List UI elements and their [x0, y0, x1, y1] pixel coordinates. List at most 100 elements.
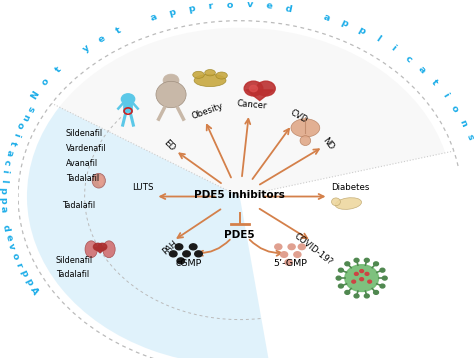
Circle shape: [360, 278, 364, 281]
Text: v: v: [246, 0, 253, 10]
Text: t: t: [53, 65, 63, 75]
Ellipse shape: [193, 71, 204, 78]
Ellipse shape: [331, 198, 340, 206]
Circle shape: [354, 258, 359, 262]
Text: p: p: [168, 7, 177, 18]
Text: s: s: [465, 133, 474, 141]
Circle shape: [93, 243, 102, 250]
Circle shape: [175, 244, 183, 250]
Text: d: d: [1, 224, 11, 232]
Text: a: a: [0, 206, 8, 213]
Circle shape: [298, 244, 305, 250]
Circle shape: [355, 272, 358, 275]
FancyBboxPatch shape: [123, 99, 133, 113]
Circle shape: [170, 251, 177, 257]
Text: o: o: [9, 251, 20, 260]
Text: PAH: PAH: [160, 239, 179, 256]
Text: i: i: [389, 44, 398, 53]
Ellipse shape: [291, 119, 320, 137]
Circle shape: [285, 260, 292, 265]
Ellipse shape: [85, 241, 98, 258]
Polygon shape: [246, 90, 273, 101]
Text: y: y: [81, 43, 91, 54]
Circle shape: [338, 284, 343, 288]
Circle shape: [338, 268, 343, 272]
Circle shape: [360, 270, 364, 272]
Circle shape: [354, 294, 359, 298]
Text: Sildenafil: Sildenafil: [66, 129, 103, 138]
Circle shape: [380, 284, 385, 288]
Text: n: n: [457, 118, 468, 127]
Text: p: p: [18, 269, 29, 279]
Text: Tadalafil: Tadalafil: [63, 201, 96, 210]
Text: v: v: [6, 243, 17, 251]
Circle shape: [368, 280, 372, 283]
Circle shape: [345, 265, 379, 292]
Circle shape: [281, 252, 288, 257]
Ellipse shape: [156, 81, 186, 108]
Text: r: r: [14, 261, 24, 269]
Text: e: e: [265, 1, 273, 11]
Circle shape: [98, 243, 107, 250]
Circle shape: [256, 81, 275, 96]
Ellipse shape: [103, 241, 115, 258]
Text: Cancer: Cancer: [236, 99, 267, 110]
Text: a: a: [4, 148, 14, 157]
Circle shape: [336, 276, 341, 280]
Wedge shape: [59, 28, 445, 196]
Text: e: e: [3, 233, 13, 242]
Text: Tadalafil: Tadalafil: [56, 270, 89, 279]
Text: ND: ND: [321, 136, 336, 152]
Circle shape: [374, 262, 378, 266]
Text: 5’-GMP: 5’-GMP: [274, 259, 308, 268]
Text: n: n: [19, 112, 30, 122]
Text: l: l: [374, 34, 382, 44]
Text: Diabetes: Diabetes: [331, 183, 369, 192]
Text: p: p: [187, 4, 195, 14]
Text: o: o: [40, 77, 52, 87]
Circle shape: [383, 276, 387, 280]
Text: cGMP: cGMP: [175, 259, 202, 268]
Text: CVD: CVD: [288, 108, 309, 125]
Text: i: i: [0, 169, 9, 173]
Text: e: e: [97, 33, 107, 45]
Circle shape: [294, 252, 301, 257]
Text: Vardenafil: Vardenafil: [66, 144, 107, 153]
Text: d: d: [284, 4, 293, 14]
Text: Sildenafil: Sildenafil: [56, 256, 93, 265]
Text: A: A: [28, 285, 40, 296]
Circle shape: [365, 258, 369, 262]
Text: t: t: [7, 140, 17, 147]
Text: N: N: [29, 89, 41, 101]
Text: c: c: [2, 158, 11, 165]
Circle shape: [183, 251, 191, 257]
Ellipse shape: [92, 173, 105, 188]
Text: p: p: [339, 18, 349, 29]
Text: i: i: [11, 131, 21, 137]
Text: o: o: [227, 0, 234, 10]
Text: PDE5 inhibitors: PDE5 inhibitors: [194, 190, 285, 200]
Text: i: i: [440, 92, 449, 99]
Text: COVID-19?: COVID-19?: [292, 232, 334, 267]
Text: p: p: [23, 277, 34, 287]
Polygon shape: [94, 248, 106, 253]
Circle shape: [244, 81, 263, 96]
Circle shape: [163, 74, 179, 87]
Text: r: r: [208, 1, 213, 11]
Text: a: a: [149, 12, 158, 23]
Text: t: t: [429, 78, 439, 87]
Circle shape: [121, 94, 135, 104]
Text: p: p: [356, 25, 366, 37]
Text: o: o: [449, 104, 460, 113]
Text: a: a: [416, 65, 427, 76]
Circle shape: [365, 294, 369, 298]
Text: Tadalafil: Tadalafil: [66, 174, 99, 183]
Ellipse shape: [216, 72, 228, 79]
Text: o: o: [15, 121, 26, 130]
Text: PDE5: PDE5: [225, 230, 255, 240]
Text: a: a: [321, 12, 331, 23]
Circle shape: [288, 244, 295, 250]
Text: t: t: [114, 26, 123, 36]
Wedge shape: [27, 107, 269, 359]
Circle shape: [345, 290, 350, 294]
